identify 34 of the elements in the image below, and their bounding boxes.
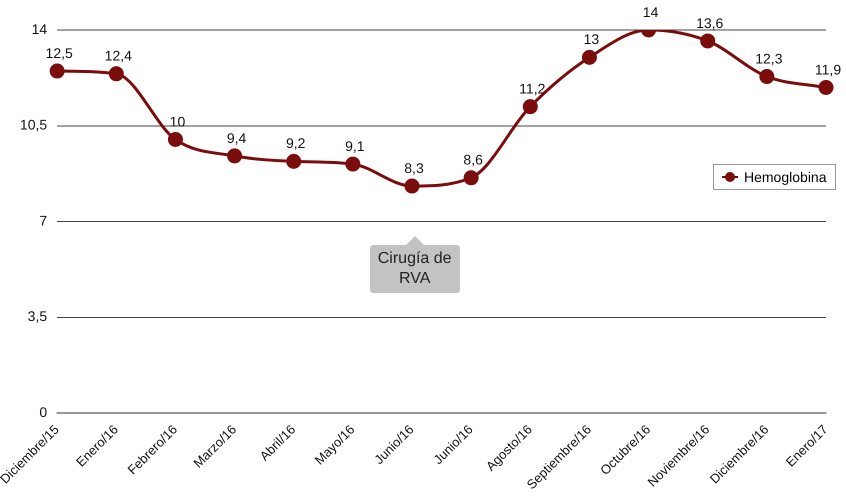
data-label: 13 — [584, 31, 600, 48]
point — [108, 66, 124, 82]
data-label: 11,2 — [519, 80, 546, 96]
data-label: 9,2 — [286, 135, 306, 152]
y-tick-label: 7 — [39, 212, 48, 228]
point — [464, 170, 479, 186]
point — [582, 50, 597, 65]
data-label: 11,9 — [814, 61, 842, 78]
y-tick-label: 3,5 — [28, 308, 48, 324]
point — [759, 69, 774, 84]
data-label: 12,5 — [46, 44, 73, 61]
point — [345, 156, 360, 172]
data-label: 13,6 — [696, 14, 724, 31]
data-label: 10 — [170, 113, 186, 130]
data-label: 14 — [642, 4, 659, 20]
point — [404, 178, 420, 194]
data-label: 12,3 — [755, 50, 783, 66]
point — [700, 33, 716, 48]
point — [522, 99, 538, 114]
data-label: 9,1 — [345, 138, 365, 154]
data-label: 9,4 — [226, 130, 247, 146]
data-label: 8,3 — [404, 160, 424, 176]
y-tick-label: 0 — [39, 404, 48, 420]
point — [227, 148, 242, 164]
data-label: 12,4 — [104, 48, 132, 64]
point — [818, 80, 834, 95]
point — [50, 64, 65, 79]
point — [168, 132, 183, 147]
data-label: 8,6 — [463, 152, 484, 168]
annotation: Cirugía de RVA — [370, 244, 460, 293]
y-tick-label: 14 — [32, 20, 48, 37]
y-tick-label: 10,5 — [20, 116, 48, 133]
point — [286, 154, 302, 169]
legend-label: Hemoglobina — [744, 168, 826, 185]
